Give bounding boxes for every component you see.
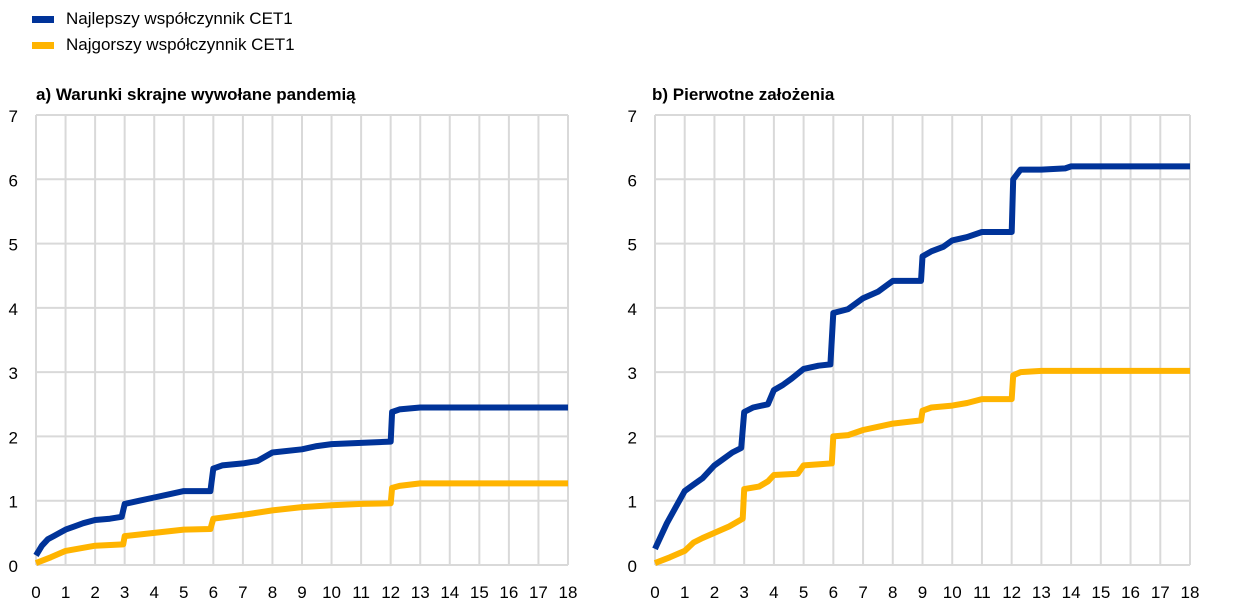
y-tick-label: 1 (628, 493, 637, 512)
x-tick-label: 0 (31, 583, 40, 602)
y-tick-label: 0 (628, 557, 637, 576)
y-tick-label: 5 (9, 236, 18, 255)
y-tick-label: 6 (628, 171, 637, 190)
x-tick-label: 7 (858, 583, 867, 602)
x-tick-label: 12 (1002, 583, 1021, 602)
x-tick-label: 10 (322, 583, 341, 602)
x-tick-label: 3 (120, 583, 129, 602)
series-line-best-cet1 (33, 404, 568, 557)
x-tick-label: 2 (90, 583, 99, 602)
legend-item-best-cet1: Najlepszy współczynnik CET1 (32, 6, 295, 32)
legend: Najlepszy współczynnik CET1 Najgorszy ws… (32, 6, 295, 58)
x-tick-label: 4 (769, 583, 778, 602)
y-tick-label: 4 (9, 300, 18, 319)
x-tick-label: 15 (1091, 583, 1110, 602)
x-tick-label: 8 (268, 583, 277, 602)
x-tick-label: 15 (470, 583, 489, 602)
x-tick-label: 13 (411, 583, 430, 602)
x-tick-label: 9 (297, 583, 306, 602)
y-tick-label: 2 (628, 428, 637, 447)
x-tick-label: 14 (440, 583, 459, 602)
legend-item-worst-cet1: Najgorszy współczynnik CET1 (32, 32, 295, 58)
x-tick-label: 6 (209, 583, 218, 602)
x-tick-label: 11 (352, 583, 370, 602)
x-tick-label: 9 (918, 583, 927, 602)
x-tick-label: 18 (1181, 583, 1200, 602)
legend-label-worst: Najgorszy współczynnik CET1 (66, 35, 295, 54)
y-tick-label: 3 (9, 364, 18, 383)
panel-a: a) Warunki skrajne wywołane pandemią0123… (9, 85, 578, 602)
y-tick-label: 7 (628, 107, 637, 126)
y-tick-label: 6 (9, 171, 18, 190)
y-tick-label: 7 (9, 107, 18, 126)
series-line-worst-cet1 (653, 367, 1190, 566)
x-tick-label: 12 (381, 583, 400, 602)
legend-label-best: Najlepszy współczynnik CET1 (66, 9, 293, 28)
x-tick-label: 0 (650, 583, 659, 602)
chart-title: b) Pierwotne założenia (652, 85, 835, 104)
x-tick-label: 1 (61, 583, 70, 602)
x-tick-label: 16 (499, 583, 518, 602)
x-tick-label: 6 (829, 583, 838, 602)
x-tick-label: 5 (799, 583, 808, 602)
y-tick-label: 1 (9, 493, 18, 512)
y-tick-label: 2 (9, 428, 18, 447)
series-line-worst-cet1 (34, 480, 568, 566)
x-tick-label: 2 (710, 583, 719, 602)
legend-swatch-best (32, 15, 54, 23)
x-tick-label: 8 (888, 583, 897, 602)
x-tick-label: 4 (149, 583, 158, 602)
x-tick-label: 14 (1062, 583, 1081, 602)
x-tick-label: 1 (680, 583, 689, 602)
chart-title: a) Warunki skrajne wywołane pandemią (36, 85, 356, 104)
x-tick-label: 18 (559, 583, 578, 602)
x-tick-label: 5 (179, 583, 188, 602)
y-tick-label: 4 (628, 300, 637, 319)
series-line-best-cet1 (652, 163, 1190, 551)
x-tick-label: 3 (739, 583, 748, 602)
legend-swatch-worst (32, 41, 54, 49)
y-tick-label: 0 (9, 557, 18, 576)
x-tick-label: 13 (1032, 583, 1051, 602)
y-tick-label: 5 (628, 236, 637, 255)
x-tick-label: 11 (973, 583, 991, 602)
x-tick-label: 10 (943, 583, 962, 602)
x-tick-label: 17 (1151, 583, 1170, 602)
x-tick-label: 17 (529, 583, 548, 602)
x-tick-label: 16 (1121, 583, 1140, 602)
x-tick-label: 7 (238, 583, 247, 602)
y-tick-label: 3 (628, 364, 637, 383)
